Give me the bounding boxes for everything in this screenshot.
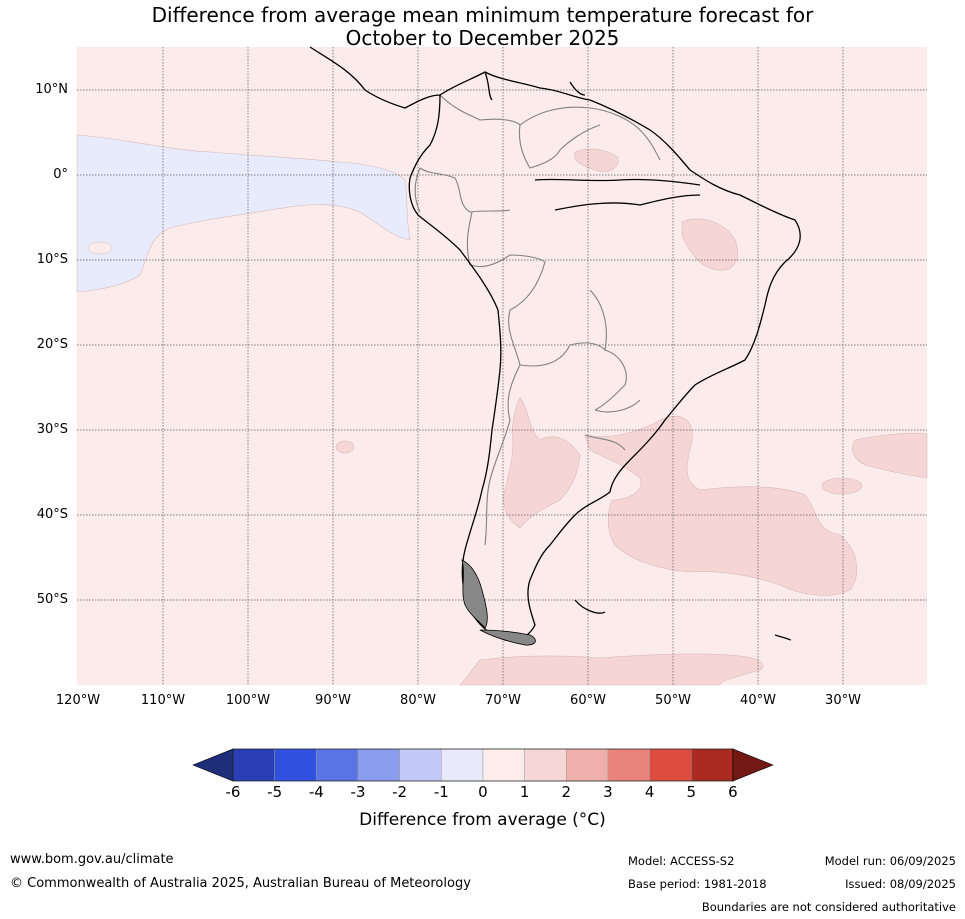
lon-label: 90°W — [315, 693, 351, 708]
colorbar-underflow — [192, 748, 234, 782]
colorbar-tick-label: -1 — [433, 783, 449, 801]
colorbar-swatch — [316, 748, 359, 782]
title-line-2: October to December 2025 — [345, 26, 620, 50]
lat-label: 30°S — [36, 422, 68, 437]
lat-label: 40°S — [36, 507, 68, 522]
warm-anomaly-regions — [335, 148, 928, 686]
colorbar-swatch — [607, 748, 650, 782]
colorbar-tick-label: 5 — [686, 783, 697, 801]
warm-patch — [87, 241, 113, 255]
colorbar-tick-label: -5 — [267, 783, 283, 801]
colorbar-tick-label: -6 — [225, 783, 241, 801]
map-title: Difference from average mean minimum tem… — [0, 4, 965, 50]
colorbar-swatch — [357, 748, 400, 782]
colorbar-tick-label: -2 — [392, 783, 408, 801]
colorbar-swatch — [691, 748, 734, 782]
colorbar-swatch — [274, 748, 317, 782]
base-period: Base period: 1981-2018 — [628, 877, 767, 891]
colorbar-tick-label: 0 — [478, 783, 488, 801]
colorbar-tick-label: 4 — [644, 783, 655, 801]
colorbar-swatch — [399, 748, 442, 782]
title-line-1: Difference from average mean minimum tem… — [151, 3, 814, 27]
lon-label: 100°W — [225, 693, 271, 708]
issued-date: Issued: 08/09/2025 — [845, 877, 956, 891]
colorbar-swatch — [524, 748, 567, 782]
lat-label: 10°S — [36, 252, 68, 267]
colorbar-swatch — [482, 748, 525, 782]
colorbar-swatch — [566, 748, 609, 782]
lat-label: 50°S — [36, 592, 68, 607]
lon-label: 80°W — [400, 693, 436, 708]
southern-archipelago — [461, 559, 536, 646]
lat-label: 20°S — [36, 337, 68, 352]
lon-label: 110°W — [140, 693, 186, 708]
colorbar-tick-label: 2 — [561, 783, 572, 801]
colorbar-swatch — [232, 748, 275, 782]
disclaimer: Boundaries are not considered authoritat… — [701, 900, 956, 914]
colorbar-overflow — [732, 748, 774, 782]
colorbar-tick-label: 6 — [728, 783, 738, 801]
website-link[interactable]: www.bom.gov.au/climate — [10, 852, 174, 867]
lon-label: 40°W — [740, 693, 776, 708]
lon-label: 50°W — [655, 693, 691, 708]
lat-label: 10°N — [35, 82, 68, 97]
colorbar-swatch — [649, 748, 692, 782]
lon-label: 70°W — [485, 693, 521, 708]
lat-label: 0° — [53, 167, 68, 182]
cool-anomaly-region — [76, 134, 411, 293]
coastlines — [309, 46, 801, 641]
colorbar — [192, 748, 774, 782]
colorbar-tick-label: 1 — [519, 783, 530, 801]
lon-label: 60°W — [570, 693, 606, 708]
model-name: Model: ACCESS-S2 — [628, 854, 735, 868]
model-run: Model run: 06/09/2025 — [824, 854, 956, 868]
colorbar-border — [232, 748, 734, 782]
colorbar-tick-label: -3 — [350, 783, 366, 801]
colorbar-tick-label: -4 — [308, 783, 324, 801]
copyright: © Commonwealth of Australia 2025, Austra… — [10, 876, 471, 891]
colorbar-label: Difference from average (°C) — [359, 810, 606, 830]
colorbar-tick-label: 3 — [603, 783, 613, 801]
country-borders — [414, 94, 661, 546]
lon-label: 30°W — [825, 693, 861, 708]
colorbar-swatch — [441, 748, 484, 782]
lon-label: 120°W — [55, 693, 101, 708]
graticule — [77, 47, 927, 685]
